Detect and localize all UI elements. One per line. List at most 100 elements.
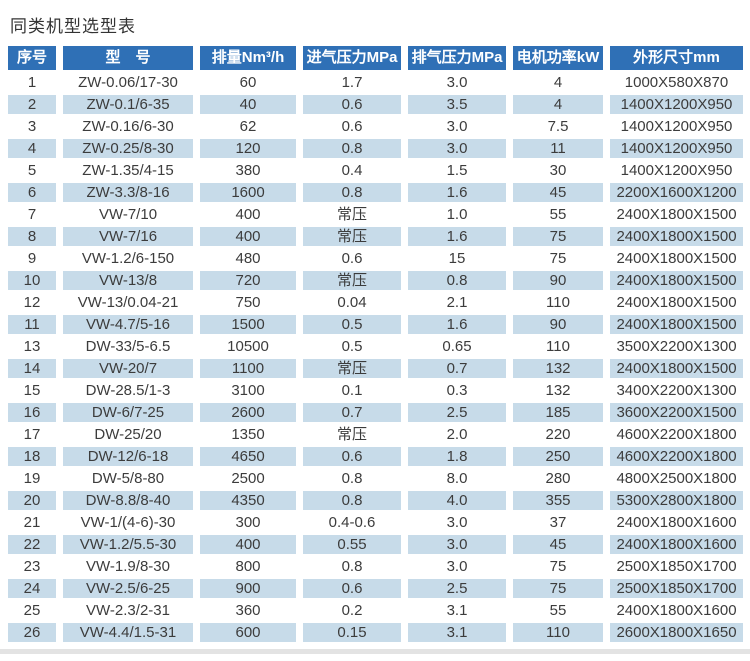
table-cell: 1.7 (341, 74, 363, 91)
table-cell: 2500X1850X1700 (616, 558, 737, 575)
table-cell: 2400X1800X1500 (616, 294, 737, 311)
table-cell: 3.1 (446, 602, 468, 619)
table-row: 9 VW-1.2/6-150 480 0.6 15 75 2400X1800X1500 (8, 249, 743, 268)
table-cell: 75 (549, 558, 567, 575)
table-cell: 110 (546, 338, 570, 355)
table-cell: 120 (200, 139, 296, 158)
table-cell: VW-13/0.04-21 (77, 294, 179, 311)
bottom-divider (0, 649, 750, 654)
table-cell: 1.6 (408, 183, 506, 202)
table-cell: 2400X1800X1500 (610, 359, 743, 378)
table-cell: 0.8 (408, 271, 506, 290)
table-row: 10 VW-13/8 720 常压 0.8 90 2400X1800X1500 (8, 271, 743, 290)
table-cell: 3.0 (446, 118, 468, 135)
table-row: 15 DW-28.5/1-3 3100 0.1 0.3 132 3400X2200X1300 (8, 381, 743, 400)
table-cell: 2600 (200, 403, 296, 422)
table-cell: 400 (200, 227, 296, 246)
table-cell: 常压 (336, 426, 367, 443)
table-cell: VW-2.5/6-25 (63, 579, 193, 598)
table-cell: 2.0 (446, 426, 468, 443)
table-cell: 5300X2800X1800 (610, 491, 743, 510)
table-cell: VW-1.9/8-30 (86, 558, 170, 575)
table-cell: 30 (549, 162, 567, 179)
table-cell: 0.8 (341, 470, 363, 487)
table-cell: 15 (448, 250, 466, 267)
table-cell: VW-4.4/1.5-31 (63, 623, 193, 642)
table-cell: 11 (8, 315, 56, 334)
table-cell: DW-33/5-6.5 (85, 338, 171, 355)
table-cell: 0.8 (303, 183, 401, 202)
table-cell: 0.6 (341, 250, 363, 267)
table-cell: 1400X1200X950 (620, 118, 733, 135)
table-cell: 常压 (303, 227, 401, 246)
table-cell: VW-7/16 (63, 227, 193, 246)
table-cell: 2.1 (446, 294, 468, 311)
table-row: 2 ZW-0.1/6-35 40 0.6 3.5 4 1400X1200X950 (8, 95, 743, 114)
table-cell: 3.0 (408, 535, 506, 554)
table-cell: 0.7 (303, 403, 401, 422)
table-cell: 1400X1200X950 (610, 95, 743, 114)
table-cell: 2500 (231, 470, 265, 487)
table-cell: 3.0 (446, 514, 468, 531)
table-cell: 2400X1800X1500 (610, 227, 743, 246)
table-cell: 0.3 (446, 382, 468, 399)
table-cell: 2.5 (408, 403, 506, 422)
table-cell: 132 (545, 382, 571, 399)
table-cell: 1 (27, 74, 37, 91)
table-cell: 90 (513, 271, 603, 290)
table-cell: 1400X1200X950 (610, 139, 743, 158)
table-cell: 480 (235, 250, 261, 267)
table-cell: DW-25/20 (94, 426, 162, 443)
table-cell: 110 (513, 623, 603, 642)
table-head: 序号型 号排量Nm³/h 进气压力MPa 排气压力MPa 电机功率kW 外形尺寸mm (8, 46, 743, 70)
table-cell: VW-1.2/5.5-30 (63, 535, 193, 554)
table-cell: ZW-1.35/4-15 (82, 162, 174, 179)
table-cell: 1.8 (408, 447, 506, 466)
table-row: 25 VW-2.3/2-31 360 0.2 3.1 55 2400X1800X1600 (8, 601, 743, 620)
table-cell: ZW-3.3/8-16 (63, 183, 193, 202)
table-cell: 1000X580X870 (624, 74, 729, 91)
table-cell: 45 (513, 183, 603, 202)
table-cell: 3100 (231, 382, 265, 399)
table-cell: 75 (549, 250, 567, 267)
table-row: 22 VW-1.2/5.5-30 400 0.55 3.0 45 2400X1800X160… (8, 535, 743, 554)
table-header-row: 序号型 号排量Nm³/h 进气压力MPa 排气压力MPa 电机功率kW 外形尺寸mm (8, 46, 743, 70)
table-cell: 75 (513, 227, 603, 246)
table-cell: DW-8.8/8-40 (63, 491, 193, 510)
table-cell: 0.8 (303, 139, 401, 158)
table-cell: 4650 (200, 447, 296, 466)
table-cell: 3400X2200X1300 (616, 382, 737, 399)
table-cell: 21 (23, 514, 41, 531)
table-cell: 4 (553, 74, 563, 91)
table-cell: 380 (235, 162, 261, 179)
table-cell: 10500 (227, 338, 269, 355)
table-cell: 280 (545, 470, 571, 487)
table-row: 4 ZW-0.25/8-30 120 0.8 3.0 11 1400X1200X950 (8, 139, 743, 158)
table-cell: 3600X2200X1500 (610, 403, 743, 422)
table-cell: 75 (513, 579, 603, 598)
table-cell: 13 (23, 338, 41, 355)
table-cell: 2 (8, 95, 56, 114)
table-cell: 40 (200, 95, 296, 114)
table-cell: 37 (549, 514, 567, 531)
table-cell: 0.2 (341, 602, 363, 619)
table-cell: 1.6 (408, 227, 506, 246)
table-cell: 6 (8, 183, 56, 202)
table-cell: ZW-0.06/17-30 (78, 74, 178, 91)
table-cell: 22 (8, 535, 56, 554)
table-row: 5 ZW-1.35/4-15 380 0.4 1.5 30 1400X1200X950 (8, 161, 743, 180)
column-header: 进气压力MPa (303, 46, 401, 70)
table-cell: 2400X1800X1500 (610, 271, 743, 290)
table-cell: 55 (549, 206, 567, 223)
table-row: 20 DW-8.8/8-40 4350 0.8 4.0 355 5300X2800X1800 (8, 491, 743, 510)
table-cell: 常压 (303, 271, 401, 290)
table-cell: 常压 (303, 359, 401, 378)
table-row: 26 VW-4.4/1.5-31 600 0.15 3.1 110 2600X1800X16… (8, 623, 743, 642)
table-row: 14 VW-20/7 1100 常压 0.7 132 2400X1800X1500 (8, 359, 743, 378)
table-cell: 18 (8, 447, 56, 466)
table-row: 3 ZW-0.16/6-30 62 0.6 3.0 7.5 1400X1200X950 (8, 117, 743, 136)
table-cell: DW-5/8-80 (91, 470, 165, 487)
table-row: 13 DW-33/5-6.5 10500 0.5 0.65 110 3500X2200X13… (8, 337, 743, 356)
table-cell: 900 (200, 579, 296, 598)
table-cell: DW-12/6-18 (63, 447, 193, 466)
